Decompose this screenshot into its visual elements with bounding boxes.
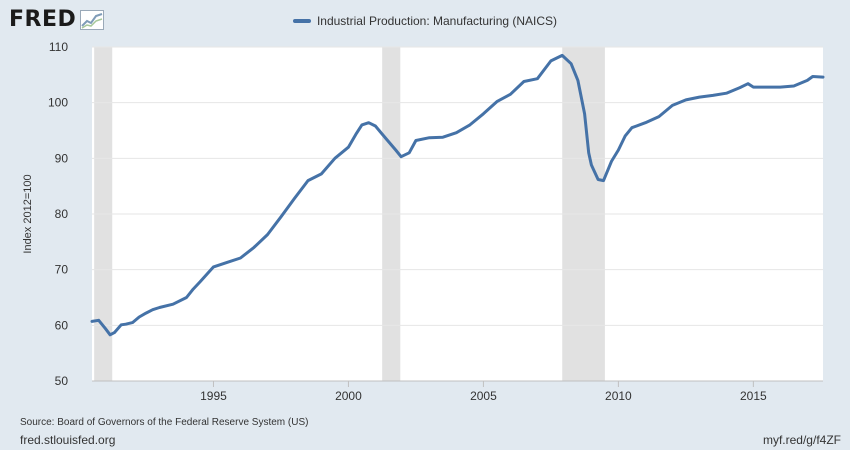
y-tick-label: 70 — [55, 263, 69, 277]
site-link[interactable]: fred.stlouisfed.org — [20, 433, 116, 447]
series-layer — [90, 53, 825, 337]
series-line[interactable] — [90, 53, 825, 337]
y-tick-label: 110 — [49, 40, 68, 54]
x-tick-label: 2005 — [470, 389, 497, 403]
chart-trend-icon — [80, 10, 105, 30]
short-url-link[interactable]: myf.red/g/f4ZF — [762, 433, 841, 447]
x-tick-label: 2010 — [605, 389, 632, 403]
legend-swatch — [292, 19, 311, 23]
y-tick-label: 90 — [55, 151, 69, 165]
legend-label: Industrial Production: Manufacturing (NA… — [316, 14, 558, 28]
fred-logo[interactable]: FRED — [9, 6, 105, 34]
legend: Industrial Production: Manufacturing (NA… — [0, 12, 850, 28]
y-tick-label: 60 — [55, 318, 69, 332]
x-axis-ticks: 1995 2000 2005 2010 2015 — [92, 380, 823, 403]
y-tick-label: 100 — [48, 96, 68, 110]
x-tick-label: 2000 — [335, 389, 362, 403]
logo-text: FRED — [9, 7, 77, 32]
x-tick-label: 2015 — [740, 389, 767, 403]
y-tick-label: 50 — [55, 374, 69, 388]
y-tick-label: 80 — [55, 207, 69, 221]
x-tick-label: 1995 — [200, 389, 227, 403]
source-note: Source: Board of Governors of the Federa… — [20, 417, 309, 428]
y-axis-ticks: 50 60 70 80 90 100 110 — [48, 40, 68, 388]
